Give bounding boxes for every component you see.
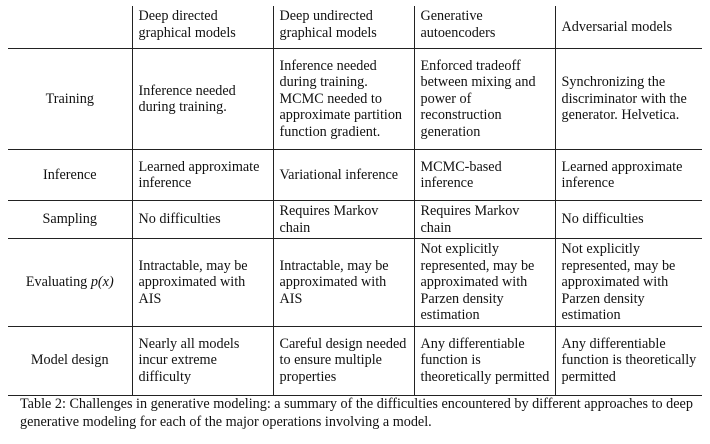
column-header-undirected: Deep undirected graphical models [272,6,414,49]
row-label-sampling: Sampling [8,200,132,239]
row-label-model-design: Model design [8,326,132,396]
table-row-training: Training Inference needed during trainin… [8,48,702,150]
row-label-evaluating-math: p(x) [90,274,114,290]
table-header-row: Deep directed graphical models Deep undi… [8,6,702,49]
table-cell: Nearly all models incur extreme difficul… [131,326,273,396]
table-cell: Variational inference [272,149,414,201]
table-cell: Learned approximate inference [554,149,702,201]
table-cell: Intractable, may be approximated with AI… [272,238,414,327]
table-cell: Not explicitly represented, may be appro… [554,238,702,327]
table-cell: Any differentiable function is theoretic… [554,326,702,396]
table-cell: Inference needed during training. MCMC n… [272,48,414,150]
table-cell: Intractable, may be approximated with AI… [131,238,273,327]
table-caption: Table 2: Challenges in generative modeli… [20,395,700,431]
row-label-evaluating: Evaluating p(x) [8,238,132,327]
row-label-evaluating-text: Evaluating [25,274,91,290]
column-header-adversarial: Adversarial models [554,6,702,49]
table-cell: Not explicitly represented, may be appro… [413,238,555,327]
table-row-inference: Inference Learned approximate inference … [8,149,702,201]
table-row-sampling: Sampling No difficulties Requires Markov… [8,200,702,239]
table-row-evaluating: Evaluating p(x) Intractable, may be appr… [8,238,702,327]
table-cell: MCMC-based inference [413,149,555,201]
caption-text: Challenges in generative modeling: a sum… [20,396,693,430]
column-header-directed: Deep directed graphical models [131,6,273,49]
table-cell: Requires Markov chain [413,200,555,239]
column-header-autoencoders: Generative autoencoders [413,6,555,49]
table-cell: Enforced tradeoff between mixing and pow… [413,48,555,150]
caption-label: Table 2: [20,396,66,412]
table-cell: Inference needed during training. [131,48,273,150]
table-cell: Careful design needed to ensure multiple… [272,326,414,396]
generative-modeling-table-container: Deep directed graphical models Deep undi… [8,6,702,396]
table-cell: Synchronizing the discriminator with the… [554,48,702,150]
row-label-inference: Inference [8,149,132,201]
table-cell: Requires Markov chain [272,200,414,239]
table-cell: No difficulties [131,200,273,239]
table-cell: Learned approximate inference [131,149,273,201]
generative-modeling-table: Deep directed graphical models Deep undi… [8,6,702,396]
row-label-training: Training [8,48,132,150]
table-cell: No difficulties [554,200,702,239]
table-row-model-design: Model design Nearly all models incur ext… [8,326,702,396]
header-corner-cell [8,6,132,49]
table-cell: Any differentiable function is theoretic… [413,326,555,396]
